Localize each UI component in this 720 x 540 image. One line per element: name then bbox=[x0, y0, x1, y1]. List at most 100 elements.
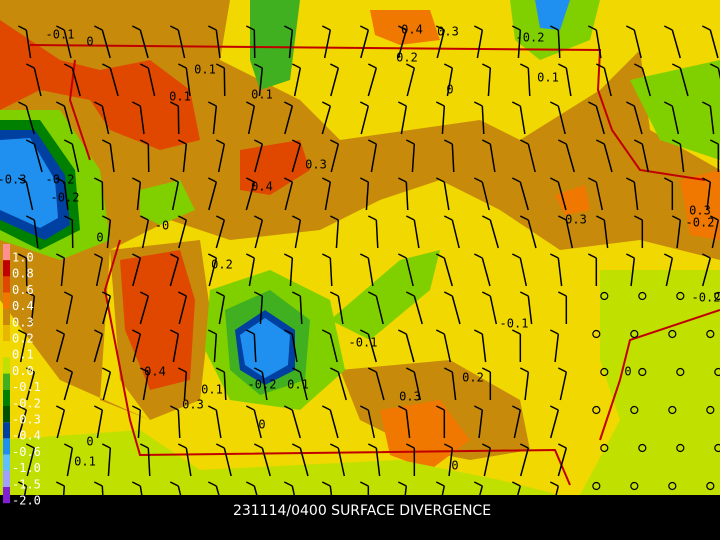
calm-wind bbox=[676, 443, 685, 453]
calm-wind bbox=[638, 443, 647, 453]
calm-wind bbox=[706, 481, 715, 491]
field-max bbox=[0, 20, 200, 150]
wind-barb bbox=[557, 443, 568, 477]
wind-barb bbox=[283, 405, 301, 439]
wind-barb bbox=[215, 63, 226, 97]
wind-barb bbox=[25, 291, 36, 325]
legend-label: 0.2 bbox=[12, 332, 34, 346]
contour-label: 0 bbox=[86, 35, 93, 49]
wind-barb bbox=[549, 101, 566, 135]
legend-swatch bbox=[3, 406, 10, 423]
wind-barb bbox=[633, 139, 650, 173]
contour-label: -0.2 bbox=[46, 173, 75, 187]
wind-barb bbox=[367, 215, 379, 249]
wind-barb bbox=[207, 329, 218, 363]
wind-barb bbox=[329, 443, 346, 477]
contour-label: 0.4 bbox=[144, 365, 166, 379]
wind-barb bbox=[253, 215, 264, 249]
wind-barb bbox=[435, 481, 446, 515]
wind-barb bbox=[329, 367, 347, 401]
field-min bbox=[330, 250, 440, 340]
legend-label: 0.6 bbox=[12, 283, 34, 297]
wind-barb bbox=[253, 291, 264, 325]
wind-barb bbox=[397, 101, 408, 135]
wind-barb bbox=[139, 139, 150, 173]
wind-barb bbox=[443, 367, 457, 401]
wind-barb bbox=[283, 253, 294, 287]
wind-barb bbox=[367, 139, 378, 173]
contour-label: 0 bbox=[624, 365, 631, 379]
wind-barb bbox=[63, 139, 80, 173]
wind-barb bbox=[595, 63, 612, 97]
contour-label: 0.3 bbox=[182, 398, 204, 412]
contour-label: -0.3 bbox=[0, 173, 26, 187]
wind-barb bbox=[397, 177, 409, 211]
calm-wind bbox=[714, 443, 720, 453]
state-border bbox=[29, 44, 720, 486]
wind-barb bbox=[701, 25, 719, 59]
contour-labels: -0.1 00.3 -0.20.20.10.10.1 0.1 0-0.3-0.20.40… bbox=[0, 23, 720, 473]
wind-barb bbox=[55, 177, 69, 211]
wind-barb bbox=[207, 405, 222, 439]
calm-wind bbox=[676, 367, 685, 377]
wind-barb bbox=[207, 177, 218, 211]
calm-wind bbox=[630, 405, 639, 415]
wind-barb bbox=[557, 367, 568, 401]
wind-barb bbox=[17, 481, 28, 515]
wind-barb bbox=[245, 253, 256, 287]
wind-barb bbox=[55, 253, 66, 287]
wind-barb bbox=[511, 101, 526, 135]
wind-barb bbox=[55, 25, 72, 59]
wind-barb bbox=[101, 443, 112, 477]
wind-barb bbox=[245, 405, 262, 439]
wind-barb bbox=[101, 63, 119, 97]
legend-swatch bbox=[3, 276, 10, 293]
wind-barb bbox=[481, 139, 496, 173]
wind-barb bbox=[663, 253, 674, 287]
legend-label: 0.8 bbox=[12, 267, 34, 281]
legend-label: -0.4 bbox=[12, 429, 41, 443]
wind-barb bbox=[131, 329, 142, 363]
legend-swatch bbox=[3, 357, 10, 374]
wind-barb bbox=[405, 443, 416, 477]
wind-barb bbox=[625, 177, 639, 211]
contour-label: 0 bbox=[86, 435, 93, 449]
wind-barb bbox=[207, 25, 221, 59]
wind-barb bbox=[245, 329, 257, 363]
calm-wind bbox=[668, 481, 677, 491]
wind-barb bbox=[93, 177, 104, 211]
wind-barb bbox=[557, 291, 568, 325]
wind-barb bbox=[25, 215, 39, 249]
legend-swatch bbox=[3, 454, 10, 471]
wind-barb bbox=[283, 25, 294, 59]
legend-swatch bbox=[3, 373, 10, 390]
wind-barb bbox=[329, 215, 340, 249]
wind-barb bbox=[511, 481, 522, 515]
field-min bbox=[535, 0, 570, 30]
wind-barb bbox=[207, 101, 218, 135]
field-min bbox=[630, 60, 720, 160]
wind-barb bbox=[131, 405, 142, 439]
wind-barb bbox=[443, 291, 461, 325]
wind-barb bbox=[25, 63, 42, 97]
calm-wind bbox=[592, 481, 601, 491]
wind-barb bbox=[177, 291, 188, 325]
wind-barb bbox=[671, 139, 685, 173]
wind-barb bbox=[169, 481, 186, 515]
wind-barb bbox=[93, 329, 104, 363]
calm-wind bbox=[706, 329, 715, 339]
wind-barb bbox=[93, 405, 104, 439]
contour-label: -0.2 bbox=[692, 291, 720, 305]
wind-barb bbox=[587, 101, 605, 135]
wind-barb bbox=[671, 215, 682, 249]
wind-barb bbox=[587, 253, 598, 287]
legend: 1.0 0.8 0.6 0.4 0.3 0.2 0.1 0.0 -0.1 -0.2 -0.3 -0.4… bbox=[3, 244, 41, 508]
wind-barb bbox=[397, 25, 408, 59]
wind-barb bbox=[511, 329, 522, 363]
legend-label: 0.0 bbox=[12, 364, 34, 378]
wind-barb bbox=[587, 177, 604, 211]
wind-barb bbox=[131, 253, 142, 287]
contour-label: 0 bbox=[446, 83, 453, 97]
wind-barb bbox=[367, 291, 384, 325]
